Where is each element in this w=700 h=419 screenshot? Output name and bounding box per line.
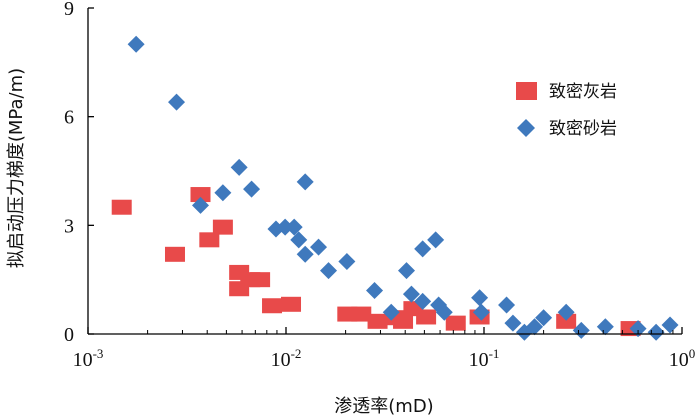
- diamond-point: [526, 318, 544, 336]
- y-tick-label-3: 9: [64, 0, 74, 20]
- x-tick-label-2: 10-1: [469, 346, 500, 371]
- diamond-point: [557, 303, 575, 321]
- diamond-point: [192, 196, 210, 214]
- legend-label-1: 致密砂岩: [549, 119, 617, 139]
- diamond-point: [243, 180, 261, 198]
- diamond-point: [629, 320, 647, 338]
- square-point: [164, 246, 185, 262]
- square-point: [351, 306, 372, 322]
- x-axis-title: 渗透率(mD): [334, 396, 433, 417]
- legend-marker-0: [516, 82, 537, 100]
- plot-marks: [111, 35, 679, 341]
- diamond-point: [285, 218, 303, 236]
- diamond-point: [661, 316, 679, 334]
- series-1: [127, 35, 679, 341]
- square-point: [393, 313, 414, 329]
- y-tick-label-2: 6: [64, 107, 74, 129]
- y-tick-label-1: 3: [64, 215, 74, 237]
- square-point: [445, 315, 466, 331]
- square-point: [262, 298, 283, 314]
- square-point: [111, 199, 132, 215]
- ticks: 0 3 6 9 10-3 10-2 10-1 100: [64, 0, 695, 371]
- square-point: [416, 309, 437, 325]
- legend-marker-1: [517, 119, 535, 137]
- diamond-point: [498, 296, 516, 314]
- y-axis-title: 拟启动压力梯度(MPa/m): [6, 68, 27, 268]
- diamond-point: [338, 253, 356, 271]
- diamond-point: [471, 289, 489, 307]
- diamond-point: [382, 303, 400, 321]
- diamond-point: [435, 303, 453, 321]
- diamond-point: [647, 323, 665, 341]
- diamond-point: [414, 240, 432, 258]
- square-point: [556, 313, 577, 329]
- diamond-point: [427, 231, 445, 249]
- diamond-point: [472, 303, 490, 321]
- diamond-point: [397, 262, 415, 280]
- axes: [87, 8, 682, 335]
- diamond-point: [320, 262, 338, 280]
- square-point: [367, 313, 388, 329]
- square-point: [250, 272, 271, 288]
- x-tick-label-1: 10-2: [271, 346, 302, 371]
- diamond-point: [535, 309, 553, 327]
- diamond-point: [402, 285, 420, 303]
- diamond-point: [596, 318, 614, 336]
- legend-label-0: 致密灰岩: [549, 82, 617, 102]
- y-tick-label-0: 0: [64, 324, 74, 346]
- square-point: [190, 187, 211, 203]
- series-0: [111, 187, 641, 337]
- diamond-point: [168, 93, 186, 111]
- square-point: [281, 296, 302, 312]
- diamond-point: [127, 35, 145, 53]
- square-point: [199, 232, 220, 248]
- square-point: [212, 219, 233, 235]
- diamond-point: [276, 218, 294, 236]
- diamond-point: [310, 238, 328, 256]
- diamond-point: [366, 282, 384, 300]
- diamond-point: [414, 292, 432, 310]
- diamond-point: [290, 231, 308, 249]
- x-tick-label-0: 10-3: [73, 346, 104, 371]
- diamond-point: [504, 314, 522, 332]
- diamond-point: [296, 245, 314, 263]
- x-tick-label-3: 100: [669, 346, 696, 371]
- diamond-point: [230, 158, 248, 176]
- diamond-point: [296, 173, 314, 191]
- diamond-point: [214, 184, 232, 202]
